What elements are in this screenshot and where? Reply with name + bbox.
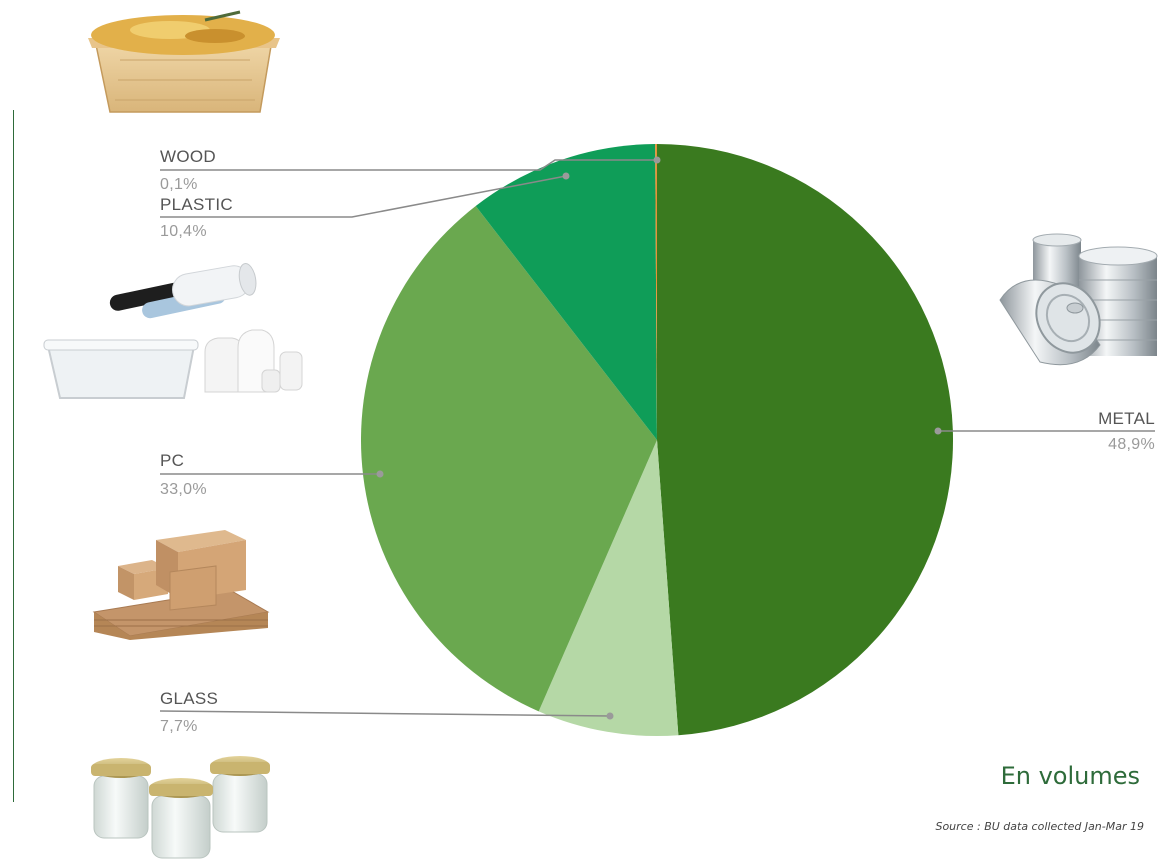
plastic-packaging-illustration xyxy=(43,263,303,399)
pie-chart xyxy=(360,144,954,737)
pie-slice-wood xyxy=(655,144,657,440)
leader-dot-glass xyxy=(606,712,614,720)
leader-dot-plastic xyxy=(562,172,570,180)
leader-lines xyxy=(159,159,1155,717)
chart-caption: En volumes xyxy=(1000,762,1140,790)
slice-label-glass: GLASS xyxy=(160,689,218,708)
slice-value-glass: 7,7% xyxy=(160,718,198,735)
left-accent-rule xyxy=(13,110,14,802)
slice-value-pc: 33,0% xyxy=(160,481,207,498)
wood-tray-illustration xyxy=(88,10,280,113)
pie-slice-glass xyxy=(538,440,679,737)
pie-slice-metal xyxy=(657,144,954,736)
slice-label-pc: PC xyxy=(160,451,184,470)
slice-label-wood: WOOD xyxy=(160,147,216,166)
leader-line-glass xyxy=(159,710,611,717)
metal-cans-illustration xyxy=(999,233,1158,366)
cardboard-boxes-illustration xyxy=(92,530,270,640)
slice-value-plastic: 10,4% xyxy=(160,223,207,240)
slice-value-metal: 48,9% xyxy=(1108,436,1155,453)
slice-label-metal: METAL xyxy=(1098,409,1155,428)
leader-dot-wood xyxy=(653,156,661,164)
pie-slice-pc xyxy=(360,205,657,712)
glass-jars-illustration xyxy=(91,756,270,859)
leader-dot-pc xyxy=(376,470,384,478)
leader-dot-metal xyxy=(934,427,942,435)
pie-slice-plastic xyxy=(475,144,657,440)
leader-line-plastic xyxy=(160,175,567,218)
leader-dots xyxy=(376,156,942,720)
slice-value-wood: 0,1% xyxy=(160,176,198,193)
slice-label-plastic: PLASTIC xyxy=(160,195,233,214)
leader-line-wood xyxy=(160,159,657,171)
source-note: Source : BU data collected Jan-Mar 19 xyxy=(935,820,1144,833)
